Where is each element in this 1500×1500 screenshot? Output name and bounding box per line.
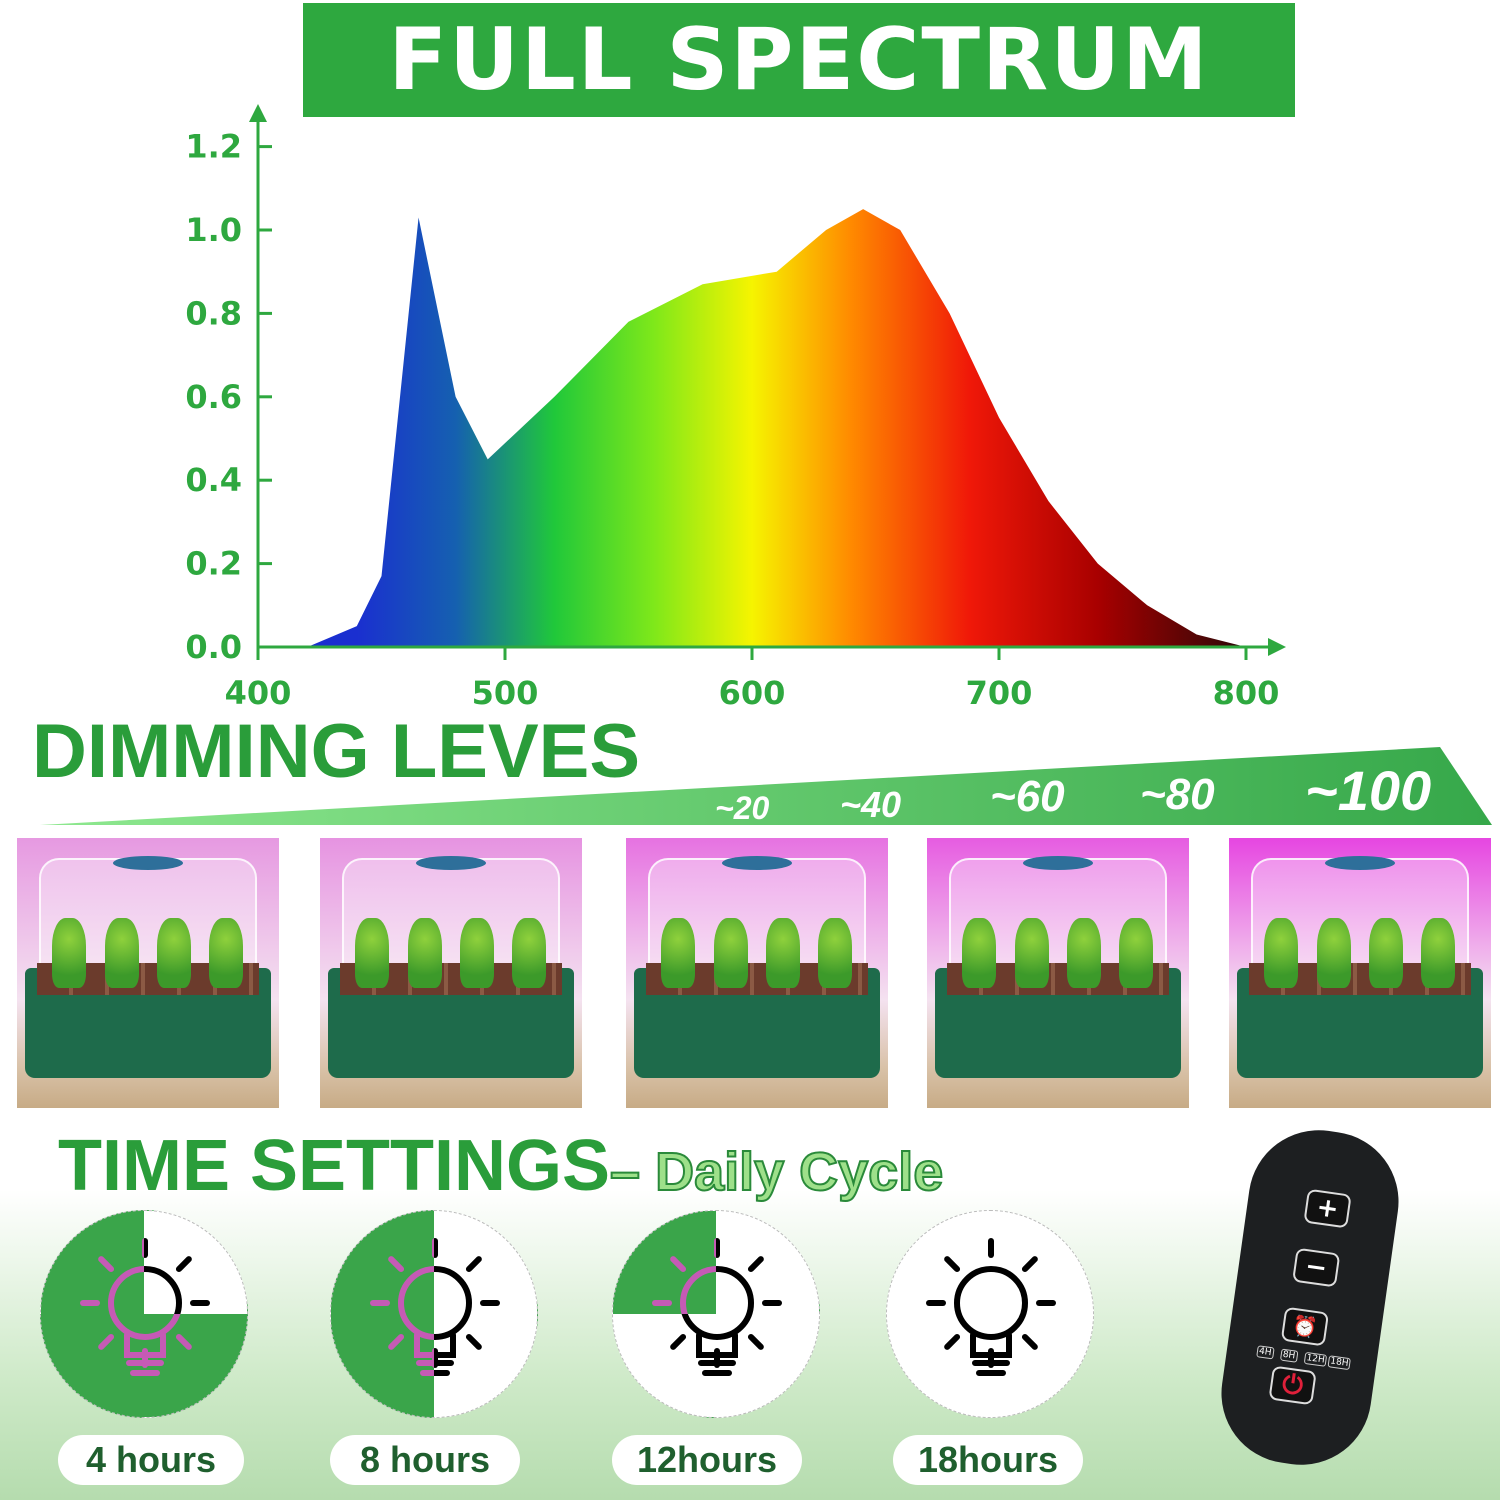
seedling [1067,918,1101,988]
seedling [1317,918,1351,988]
timer-option-1[interactable] [40,1210,248,1418]
seedling [460,918,494,988]
light-bulb-icon [926,1238,1056,1376]
lamp [1023,856,1093,870]
seedling-tray-photo [1229,838,1491,1108]
seedling [105,918,139,988]
seedling-tray-photo [626,838,888,1108]
y-tick-label: 0.6 [185,378,242,416]
y-tick-label: 0.0 [185,628,242,666]
dimming-wedge [40,747,1492,825]
power-icon: ⏻ [1280,1369,1305,1402]
dimming-level-2: ~40 [840,784,902,825]
spectrum-chart: 400 500 600 700 800 0.0 0.2 0.4 0.6 0.8 1.0 1.2 [185,104,1286,712]
timer-option-4[interactable] [886,1210,1094,1418]
lamp [722,856,792,870]
time-settings-title: TIME SETTINGS– Daily Cycle [58,1125,944,1207]
seedling [408,918,442,988]
timer-label: 12hours [612,1435,802,1485]
timer-label: 8 hours [330,1435,520,1485]
seedling [209,918,243,988]
seedling [52,918,86,988]
seedling [1421,918,1455,988]
seedling [962,918,996,988]
plus-button[interactable]: + [1303,1188,1352,1229]
seedling-tray-photo [17,838,279,1108]
x-tick-label: 800 [1213,674,1280,712]
power-button[interactable]: ⏻ [1268,1365,1317,1406]
alarm-clock-icon: ⏰ [1290,1312,1319,1341]
y-tick-label: 0.2 [185,545,242,583]
timer-indicator: 4H [1256,1345,1275,1360]
dimming-level-5: ~100 [1305,759,1432,822]
seedling-tray-photo [320,838,582,1108]
full-spectrum-banner: FULL SPECTRUM [303,3,1295,117]
dimming-level-4: ~80 [1140,770,1215,819]
spectrum-area [307,209,1246,647]
x-tick-label: 500 [472,674,539,712]
dimming-level-1: ~20 [715,790,770,826]
lamp [113,856,183,870]
time-title: TIME SETTINGS [58,1126,611,1206]
timer-indicator: 8H [1279,1348,1298,1363]
seedling [1119,918,1153,988]
timer-label: 4 hours [58,1435,244,1485]
seedling [766,918,800,988]
dimming-level-3: ~60 [990,772,1065,821]
timer-option-3[interactable] [612,1210,820,1418]
seedling [1369,918,1403,988]
seedling [512,918,546,988]
minus-button[interactable]: − [1292,1247,1341,1288]
timer-indicator: 12H [1303,1351,1328,1367]
seedling [714,918,748,988]
seedling [818,918,852,988]
x-axis-arrow [1268,638,1286,656]
y-axis-arrow [249,104,267,122]
light-bulb-icon [652,1238,782,1376]
light-bulb-icon [80,1238,210,1376]
x-tick-label: 700 [966,674,1033,712]
seedling [1015,918,1049,988]
light-bulb-icon [370,1238,500,1376]
lamp [1325,856,1395,870]
timer-indicator: 18H [1327,1355,1352,1371]
seedling [1264,918,1298,988]
x-tick-label: 400 [225,674,292,712]
timer-button[interactable]: ⏰ [1280,1306,1330,1347]
timer-option-2[interactable] [330,1210,538,1418]
timer-label: 18hours [893,1435,1083,1485]
y-tick-label: 1.2 [185,128,242,166]
y-tick-label: 0.8 [185,294,242,332]
y-tick-label: 0.4 [185,461,242,499]
seedling [661,918,695,988]
lamp [416,856,486,870]
seedling [355,918,389,988]
x-tick-label: 600 [719,674,786,712]
seedling-tray-photo [927,838,1189,1108]
daily-cycle-subtitle: – Daily Cycle [609,1141,944,1203]
y-tick-label: 1.0 [185,211,242,249]
seedling [157,918,191,988]
dimming-title: DIMMING LEVES [32,709,641,794]
